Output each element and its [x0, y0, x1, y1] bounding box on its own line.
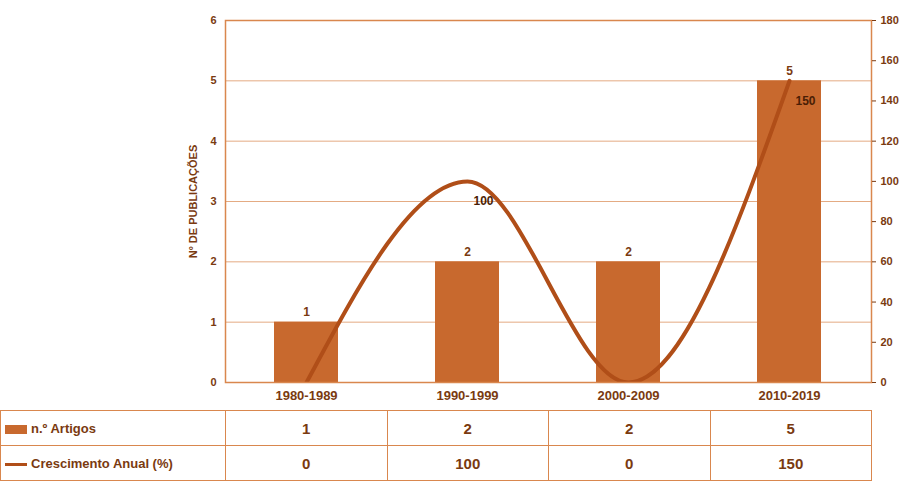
svg-text:80: 80 [881, 215, 893, 227]
svg-text:4: 4 [210, 135, 217, 147]
html-text:2: 2 [463, 419, 472, 437]
html-text:n.º Artigos: n.º Artigos [31, 420, 96, 436]
svg-text:2: 2 [625, 245, 632, 259]
svg-text:150: 150 [795, 94, 815, 108]
html-text:0: 0 [302, 454, 311, 472]
svg-text:Nº DE PUBLICAÇÕES: Nº DE PUBLICAÇÕES [187, 145, 199, 258]
svg-text:1: 1 [303, 305, 310, 319]
svg-text:1980-1989: 1980-1989 [275, 388, 337, 403]
svg-text:2000-2009: 2000-2009 [597, 388, 659, 403]
svg-text:0: 0 [210, 376, 216, 388]
svg-text:2010-2019: 2010-2019 [758, 388, 820, 403]
svg-text:5: 5 [210, 74, 216, 86]
svg-text:140: 140 [881, 94, 899, 106]
svg-text:100: 100 [473, 194, 493, 208]
svg-text:20: 20 [881, 336, 893, 348]
html-text:150: 150 [778, 454, 804, 472]
svg-text:6: 6 [210, 14, 216, 26]
svg-text:1: 1 [210, 316, 216, 328]
svg-text:2: 2 [464, 245, 471, 259]
html-text:5: 5 [786, 419, 795, 437]
svg-text:0: 0 [881, 376, 887, 388]
svg-text:40: 40 [881, 296, 893, 308]
html-text:100: 100 [455, 454, 481, 472]
svg-text:2: 2 [210, 255, 216, 267]
svg-text:60: 60 [881, 255, 893, 267]
html-text:1: 1 [302, 419, 311, 437]
svg-text:5: 5 [786, 64, 793, 78]
html-text:Crescimento Anual (%): Crescimento Anual (%) [31, 455, 173, 471]
svg-text:160: 160 [881, 54, 899, 66]
svg-text:3: 3 [210, 195, 216, 207]
svg-text:1990-1999: 1990-1999 [436, 388, 498, 403]
svg-text:100: 100 [881, 175, 899, 187]
html-text:0: 0 [625, 454, 634, 472]
svg-text:180: 180 [881, 14, 899, 26]
html-text:2: 2 [625, 419, 634, 437]
svg-text:120: 120 [881, 135, 899, 147]
